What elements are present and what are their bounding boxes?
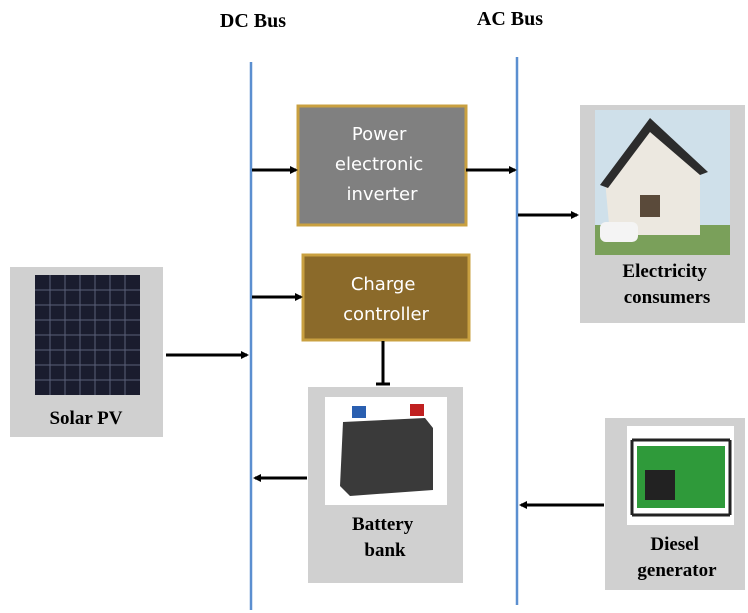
battery-label: Battery bank — [352, 514, 418, 561]
roof — [600, 118, 708, 188]
frame — [630, 438, 732, 517]
controller-label: Charge controller — [343, 274, 429, 325]
generator-label: Diesel generator — [637, 534, 717, 581]
door — [640, 195, 660, 217]
controller-box — [301, 253, 471, 342]
solar-grid — [35, 275, 140, 395]
inverter-box — [296, 104, 468, 227]
battery-icon — [340, 418, 433, 496]
car — [600, 222, 638, 242]
solar-label: Solar PV — [49, 408, 122, 429]
consumers-label: Electricity consumers — [622, 261, 711, 308]
engine — [645, 470, 675, 500]
dc-bus-label: DC Bus — [220, 10, 286, 32]
ac-bus-label: AC Bus — [477, 8, 543, 30]
terminal — [410, 404, 424, 416]
terminal — [352, 406, 366, 418]
inverter-label: Power electronic inverter — [335, 124, 429, 205]
